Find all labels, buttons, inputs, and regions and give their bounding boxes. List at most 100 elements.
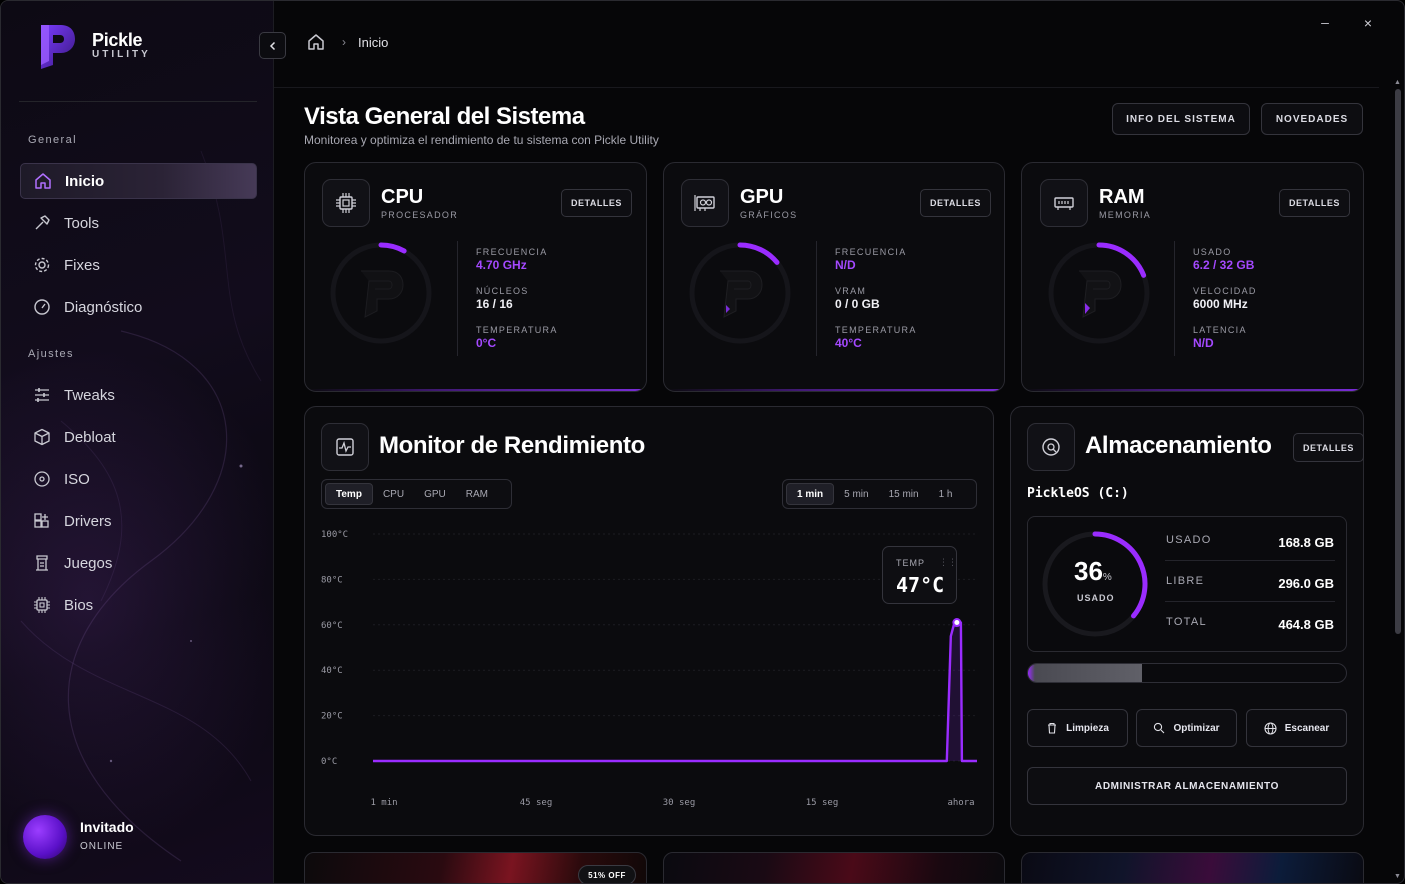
sidebar-item-juegos[interactable]: Juegos [20,545,257,581]
scrollbar-thumb[interactable] [1395,89,1401,634]
scroll-down-arrow-icon[interactable]: ▼ [1394,873,1401,880]
cpu-details-button[interactable]: DETALLES [561,189,632,217]
metric-tabs: Temp CPU GPU RAM [321,479,512,509]
tab-1-h[interactable]: 1 h [938,488,953,500]
ram-details-button[interactable]: DETALLES [1279,189,1350,217]
ram-used-value: 6.2 / 32 GB [1193,258,1255,272]
header-divider [274,87,1379,88]
pickle-logo-icon [361,270,404,318]
scroll-up-arrow-icon[interactable]: ▲ [1394,79,1401,86]
storage-percent: 36% [1074,556,1112,586]
sidebar-item-debloat[interactable]: Debloat [20,419,257,455]
optimize-button[interactable]: Optimizar [1136,709,1237,747]
avatar[interactable] [23,815,67,859]
storage-row-label: LIBRE [1166,575,1205,587]
tab-gpu[interactable]: GPU [424,488,446,500]
system-info-button[interactable]: INFO DEL SISTEMA [1112,103,1250,135]
cpu-title: CPU [381,186,424,208]
home-icon[interactable] [306,32,326,52]
tab-temp[interactable]: Temp [325,483,373,505]
ram-title: RAM [1099,186,1145,208]
cpu-stat-label: FRECUENCIA [476,247,548,257]
range-tabs: 1 min 5 min 15 min 1 h [782,479,977,509]
section-title-ajustes: Ajustes [28,348,74,360]
tab-1-min[interactable]: 1 min [786,483,835,505]
collapse-sidebar-button[interactable] [259,32,286,59]
storage-used-value: 168.8 GB [1278,535,1334,550]
storage-used-caption: USADO [1077,593,1115,603]
x-tick-label: ahora [947,798,974,808]
scan-button[interactable]: Escanear [1246,709,1347,747]
y-tick-label: 80°C [321,575,343,585]
tab-cpu[interactable]: CPU [382,488,405,500]
home-icon [33,171,53,191]
monitor-title: Monitor de Rendimiento [379,432,645,459]
cpu-icon [322,179,370,227]
promo-card-2[interactable] [663,852,1005,883]
sidebar-item-iso[interactable]: ISO [20,461,257,497]
breadcrumb-current: Inicio [358,34,389,50]
sidebar-item-inicio[interactable]: Inicio [20,163,257,199]
tooltip-label: TEMP [896,558,926,568]
breadcrumb: › Inicio [306,31,388,53]
y-tick-label: 100°C [321,530,348,540]
tooltip-value: 47°C [896,573,945,597]
cleanup-button[interactable]: Limpieza [1027,709,1128,747]
tab-ram[interactable]: RAM [465,488,488,500]
drive-name: PickleOS (C:) [1027,486,1129,501]
search-icon [1154,722,1165,734]
sidebar-item-label: Debloat [64,428,116,446]
ram-usage-gauge [1048,242,1150,344]
pickle-logo-icon [1079,270,1122,318]
minimize-button[interactable]: – [1321,14,1329,30]
sidebar-item-label: ISO [64,470,90,488]
cpu-temp-value: 0°C [476,336,497,350]
drag-handle-icon[interactable]: ⋮⋮ [939,557,957,567]
sidebar-item-label: Inicio [65,172,105,190]
sidebar-item-label: Diagnóstico [64,298,143,316]
close-button[interactable]: × [1363,15,1373,31]
pickle-logo-icon [41,25,75,69]
ram-stat-label: USADO [1193,247,1232,257]
gpu-details-button[interactable]: DETALLES [920,189,991,217]
sidebar-item-tweaks[interactable]: Tweaks [20,377,257,413]
tab-15-min[interactable]: 15 min [888,488,919,500]
sidebar-item-diagnostico[interactable]: Diagnóstico [20,289,257,325]
ram-stat-label: LATENCIA [1193,325,1247,335]
tab-5-min[interactable]: 5 min [844,488,869,500]
chart-tooltip: TEMP ⋮⋮ 47°C [882,546,957,604]
cpu-usage-gauge [330,242,432,344]
sidebar-divider [19,101,257,102]
sidebar-item-label: Tweaks [64,386,115,404]
manage-storage-button[interactable]: ADMINISTRAR ALMACENAMIENTO [1027,767,1347,805]
ram-latency-value: N/D [1193,336,1214,350]
promo-card-3[interactable] [1021,852,1364,883]
tower-icon [32,553,52,573]
gpu-stat-label: VRAM [835,286,867,296]
page-title: Vista General del Sistema [304,103,585,130]
pickle-logo-icon [720,270,763,318]
gpu-icon [681,179,729,227]
sidebar-item-fixes[interactable]: Fixes [20,247,257,283]
hammer-icon [32,213,52,233]
chip-icon [32,595,52,615]
storage-title: Almacenamiento [1085,432,1272,459]
news-button[interactable]: NOVEDADES [1261,103,1363,135]
user-profile[interactable]: Invitado ONLINE [23,815,134,859]
cpu-stat-label: TEMPERATURA [476,325,558,335]
sidebar-item-drivers[interactable]: Drivers [20,503,257,539]
x-tick-label: 15 seg [806,798,839,808]
gear-icon [32,255,52,275]
gpu-title: GPU [740,186,784,208]
sidebar-item-tools[interactable]: Tools [20,205,257,241]
ram-stat-label: VELOCIDAD [1193,286,1257,296]
cpu-subtitle: PROCESADOR [381,210,459,220]
data-point-highlight[interactable] [952,618,962,628]
ram-subtitle: MEMORIA [1099,210,1152,220]
gpu-subtitle: GRÁFICOS [740,210,798,220]
brand-subtitle: UTILITY [92,49,151,60]
storage-details-button[interactable]: DETALLES [1293,433,1364,462]
sidebar-item-bios[interactable]: Bios [20,587,257,623]
disk-icon [1027,423,1075,471]
